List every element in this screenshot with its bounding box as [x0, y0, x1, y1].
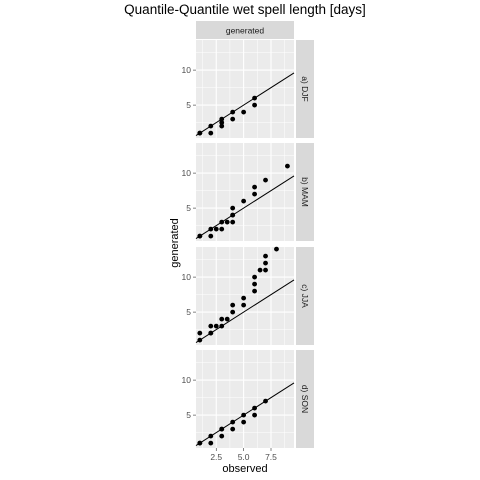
data-point: [230, 109, 236, 115]
y-tick-label: 10: [182, 65, 192, 75]
data-point: [219, 226, 225, 232]
x-axis-title: observed: [222, 463, 267, 475]
x-axis: 2.5 5.0 7.5: [210, 448, 277, 462]
data-point: [241, 302, 247, 308]
x-tick-label: 7.5: [265, 452, 277, 462]
data-point: [197, 130, 203, 136]
data-point: [219, 426, 225, 432]
data-point: [208, 123, 214, 129]
data-point: [252, 191, 257, 197]
data-point: [285, 163, 290, 169]
row-strip-label: c) JJA: [300, 284, 310, 308]
data-point: [208, 130, 214, 136]
panel-background: [196, 247, 294, 345]
y-tick-label: 10: [182, 375, 192, 385]
data-point: [241, 198, 247, 204]
row-strip-label: d) SON: [300, 385, 310, 413]
data-point: [219, 323, 225, 329]
data-point: [219, 116, 225, 122]
data-point: [219, 219, 225, 225]
y-tick-label: 10: [182, 168, 192, 178]
data-point: [252, 102, 257, 108]
data-point: [208, 330, 214, 336]
data-point: [219, 433, 225, 439]
panels: 5 10 a) DJF 5 10 b) MAM 5 10 c) JJA 5 10 d) SON: [182, 40, 314, 448]
data-point: [252, 184, 257, 190]
data-point: [263, 267, 268, 273]
y-tick-label: 5: [186, 203, 191, 213]
panel-background: [196, 350, 294, 448]
x-tick-label: 5.0: [238, 452, 250, 462]
data-point: [197, 337, 203, 343]
data-point: [224, 316, 230, 322]
data-point: [213, 323, 219, 329]
data-point: [263, 177, 268, 183]
data-point: [263, 253, 268, 259]
column-strip-bg: [196, 21, 294, 39]
data-point: [230, 302, 236, 308]
data-point: [230, 219, 236, 225]
y-tick-label: 5: [186, 307, 191, 317]
data-point: [197, 330, 203, 336]
data-point: [263, 398, 268, 404]
y-axis-title: generated: [169, 218, 181, 268]
data-point: [197, 233, 203, 239]
data-point: [230, 116, 236, 122]
column-strip-label: generated: [226, 26, 265, 36]
data-point: [257, 267, 263, 273]
data-point: [219, 120, 225, 125]
panel-4: 5 10 d) SON: [182, 350, 314, 448]
panel-background: [196, 40, 294, 138]
y-tick-label: 5: [186, 410, 191, 420]
data-point: [197, 440, 203, 446]
data-point: [230, 212, 236, 218]
data-point: [208, 226, 214, 232]
data-point: [252, 281, 257, 287]
data-point: [252, 288, 257, 294]
panel-1: 5 10 a) DJF: [182, 40, 314, 138]
y-tick-label: 10: [182, 272, 192, 282]
data-point: [208, 433, 214, 439]
row-strip-bg: [296, 143, 314, 241]
data-point: [263, 260, 268, 266]
data-point: [230, 205, 236, 211]
data-point: [208, 323, 214, 329]
data-point: [241, 412, 247, 418]
column-strip: generated: [196, 21, 294, 39]
panel-2: 5 10 b) MAM: [182, 143, 314, 241]
y-tick-label: 5: [186, 100, 191, 110]
data-point: [208, 233, 214, 239]
row-strip-bg: [296, 350, 314, 448]
panel-background: [196, 143, 294, 241]
data-point: [213, 226, 219, 232]
data-point: [208, 440, 214, 446]
row-strip-bg: [296, 247, 314, 345]
row-strip-bg: [296, 40, 314, 138]
data-point: [230, 309, 236, 315]
data-point: [219, 316, 225, 322]
data-point: [230, 426, 236, 432]
data-point: [252, 95, 257, 101]
chart-title: Quantile-Quantile wet spell length [days…: [124, 2, 366, 17]
data-point: [252, 274, 257, 280]
data-point: [219, 123, 225, 129]
data-point: [274, 246, 279, 252]
data-point: [241, 295, 247, 301]
row-strip-label: b) MAM: [300, 177, 310, 207]
data-point: [252, 405, 257, 411]
data-point: [252, 412, 257, 418]
data-point: [241, 419, 247, 425]
panel-3: 5 10 c) JJA: [182, 246, 314, 345]
data-point: [241, 109, 247, 115]
data-point: [230, 419, 236, 425]
data-point: [224, 219, 230, 225]
x-tick-label: 2.5: [210, 452, 222, 462]
row-strip-label: a) DJF: [300, 76, 310, 102]
